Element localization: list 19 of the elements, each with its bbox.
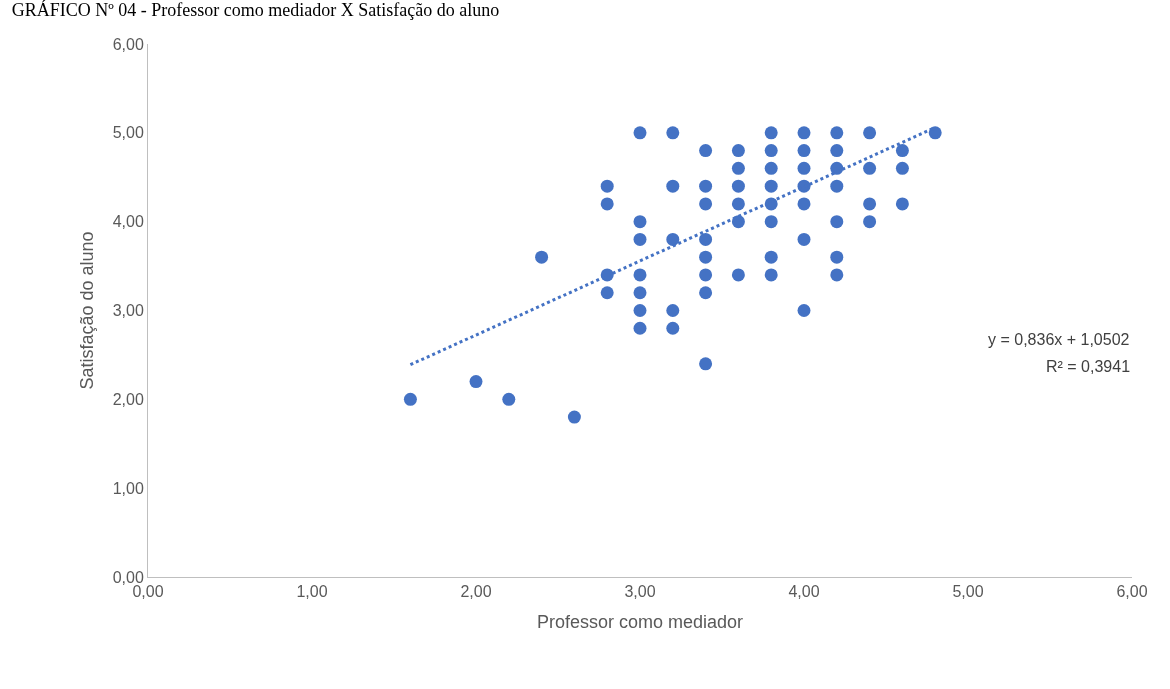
- x-tick-label: 6,00: [1116, 583, 1148, 601]
- y-tick-label: 1,00: [112, 479, 144, 497]
- x-tick-label: 3,00: [624, 583, 656, 601]
- chart-title: GRÁFICO Nº 04 - Professor como mediador X Satisfação do aluno: [11, 0, 500, 21]
- x-tick-label: 4,00: [788, 583, 820, 601]
- annotation: R² = 0,3941: [1046, 358, 1131, 375]
- x-axis-title: Professor como mediador: [536, 612, 744, 633]
- y-tick-label: 3,00: [112, 302, 144, 320]
- y-tick-label: 6,00: [112, 35, 144, 53]
- y-tick-label: 2,00: [112, 390, 144, 408]
- annotation: y = 0,836x + 1,0502: [988, 331, 1130, 348]
- y-tick-label: 4,00: [112, 213, 144, 231]
- x-tick-label: 2,00: [460, 583, 492, 601]
- x-tick-label: 0,00: [132, 583, 164, 601]
- y-tick-label: 0,00: [112, 568, 144, 586]
- x-tick-label: 5,00: [952, 583, 984, 601]
- y-axis-title: Satisfação do aluno: [76, 231, 97, 390]
- x-tick-label: 1,00: [296, 583, 328, 601]
- y-tick-label: 5,00: [112, 124, 144, 142]
